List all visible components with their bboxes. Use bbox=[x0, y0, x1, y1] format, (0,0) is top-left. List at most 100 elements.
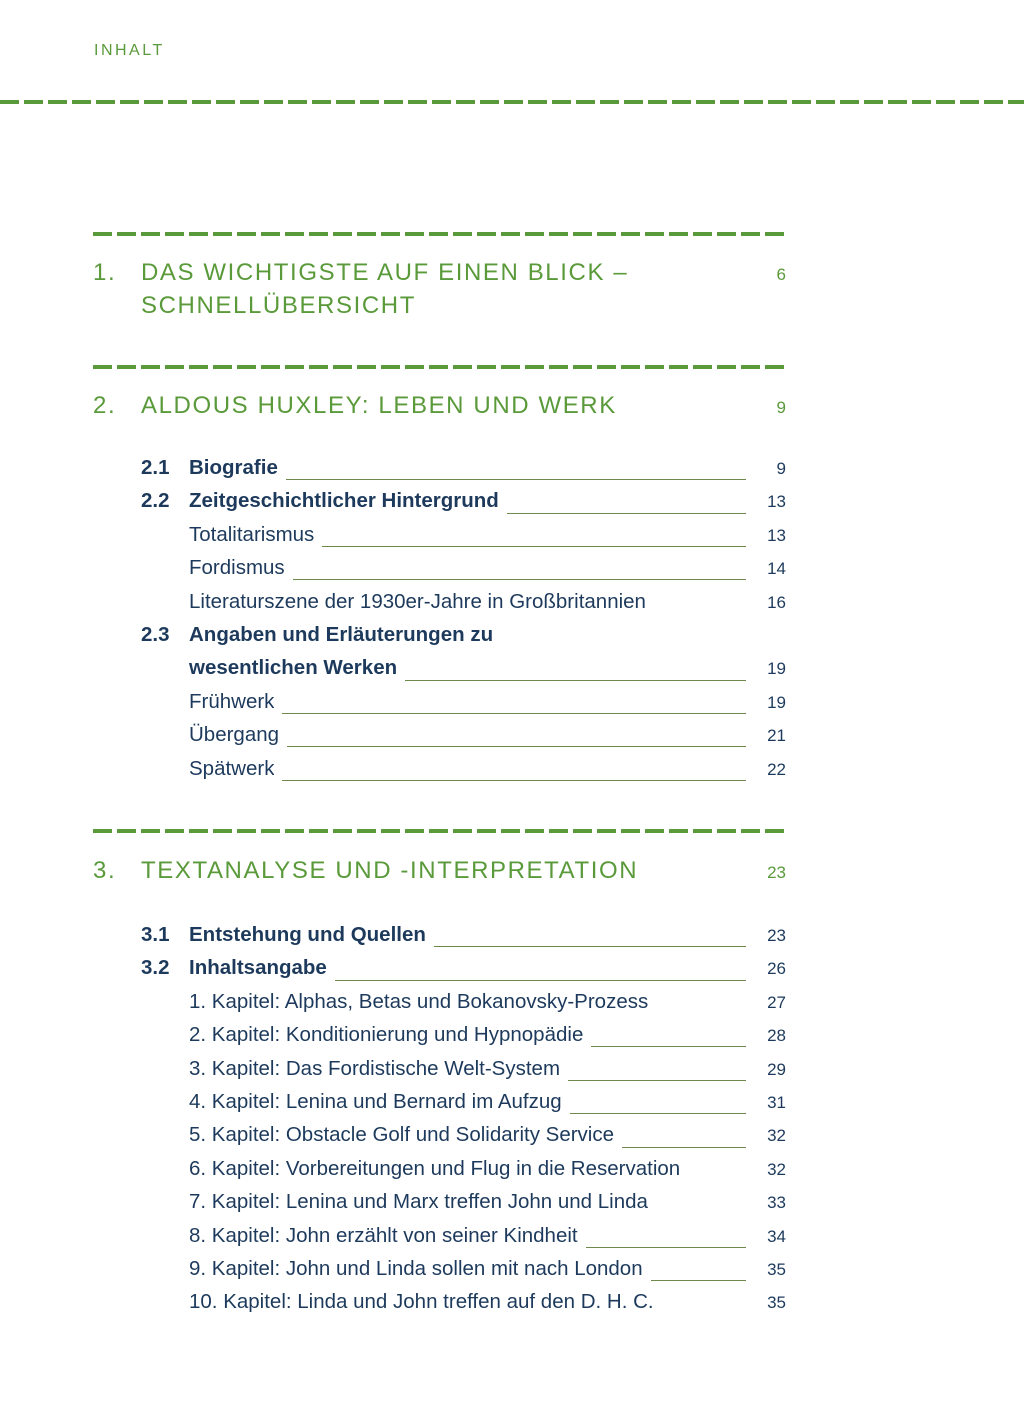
leader-line bbox=[287, 746, 746, 748]
section-title-line: TEXTANALYSE UND -INTERPRETATION bbox=[141, 857, 639, 884]
entry-title: Übergang bbox=[189, 723, 280, 747]
leader-line bbox=[569, 1113, 746, 1115]
entry-title: 8. Kapitel: John erzählt von seiner Kind… bbox=[189, 1223, 578, 1247]
entry-page: 26 bbox=[767, 959, 786, 979]
entry-title: 2. Kapitel: Konditionierung und Hypnopäd… bbox=[189, 1023, 584, 1047]
toc-entry[interactable]: 3. Kapitel: Das Fordistische Welt-System… bbox=[141, 1057, 786, 1090]
entry-title: Biografie bbox=[189, 456, 278, 479]
section-page: 6 bbox=[776, 265, 786, 284]
toc-entry[interactable]: 1. Kapitel: Alphas, Betas und Bokanovsky… bbox=[141, 990, 786, 1023]
toc-entry[interactable]: 7. Kapitel: Lenina und Marx treffen John… bbox=[141, 1190, 786, 1223]
leader-line bbox=[292, 579, 746, 581]
entry-page: 28 bbox=[767, 1026, 786, 1046]
section-title: TEXTANALYSE UND -INTERPRETATION bbox=[141, 854, 746, 889]
entry-page: 22 bbox=[767, 759, 786, 779]
toc-entry[interactable]: 3.2 Inhaltsangabe 26 bbox=[141, 956, 786, 989]
entry-title: Frühwerk bbox=[189, 689, 275, 713]
entry-page: 32 bbox=[767, 1159, 786, 1179]
section-number: 2. bbox=[93, 392, 117, 419]
entry-title: 9. Kapitel: John und Linda sollen mit na… bbox=[189, 1256, 643, 1280]
toc-entry[interactable]: 2. Kapitel: Konditionierung und Hypnopäd… bbox=[141, 1023, 786, 1056]
leader-line bbox=[405, 679, 746, 681]
entry-title: Angaben und Erläuterungen zu bbox=[189, 622, 494, 646]
toc-entry[interactable]: Fordismus 14 bbox=[141, 556, 786, 589]
section-number: 1. bbox=[93, 259, 117, 286]
toc-entry[interactable]: wesentlichen Werken 19 bbox=[141, 656, 786, 689]
section-title-line: SCHNELLÜBERSICHT bbox=[141, 292, 416, 319]
running-head: INHALT bbox=[94, 42, 165, 59]
entry-page: 23 bbox=[767, 926, 786, 945]
entry-number: 2.2 bbox=[141, 489, 170, 513]
section-title-line: ALDOUS HUXLEY: LEBEN UND WERK bbox=[141, 392, 617, 419]
section-entries: 2.1 Biografie 9 2.2 Zeitgeschichtlicher H… bbox=[141, 456, 786, 790]
section-divider bbox=[93, 365, 786, 369]
leader-line bbox=[591, 1046, 746, 1048]
leader-line bbox=[622, 1146, 746, 1148]
entry-page: 19 bbox=[767, 659, 786, 679]
entry-page: 29 bbox=[767, 1059, 786, 1079]
section-heading[interactable]: 1. DAS WICHTIGSTE AUF EINEN BLICK – SCHNE… bbox=[93, 256, 786, 322]
entry-page: 32 bbox=[767, 1126, 786, 1146]
entry-number: 2.3 bbox=[141, 622, 170, 646]
entry-page: 33 bbox=[767, 1193, 786, 1213]
toc-entry[interactable]: 2.1 Biografie 9 bbox=[141, 456, 786, 489]
entry-title: 5. Kapitel: Obstacle Golf und Solidarity… bbox=[189, 1123, 615, 1147]
section-divider bbox=[93, 829, 786, 833]
section-title-line: DAS WICHTIGSTE AUF EINEN BLICK – bbox=[141, 259, 629, 286]
entry-page: 21 bbox=[767, 726, 786, 746]
toc-entry[interactable]: Spätwerk 22 bbox=[141, 757, 786, 790]
entry-number: 3.2 bbox=[141, 956, 170, 980]
entry-title: Fordismus bbox=[189, 556, 285, 580]
section-divider bbox=[93, 232, 786, 236]
entry-title: Literaturszene der 1930er-Jahre in Großb… bbox=[189, 589, 646, 613]
toc-entry[interactable]: 8. Kapitel: John erzählt von seiner Kind… bbox=[141, 1224, 786, 1257]
toc-entry[interactable]: 2.2 Zeitgeschichtlicher Hintergrund 13 bbox=[141, 489, 786, 522]
entry-title: 3. Kapitel: Das Fordistische Welt-System bbox=[189, 1056, 561, 1080]
entry-title: 7. Kapitel: Lenina und Marx treffen John… bbox=[189, 1190, 648, 1214]
leader-line bbox=[433, 946, 746, 948]
entry-number: 2.1 bbox=[141, 456, 170, 479]
leader-line bbox=[282, 712, 746, 714]
toc-entry[interactable]: 6. Kapitel: Vorbereitungen und Flug in d… bbox=[141, 1157, 786, 1190]
toc-entry[interactable]: Totalitarismus 13 bbox=[141, 523, 786, 556]
section-heading[interactable]: 2. ALDOUS HUXLEY: LEBEN UND WERK 9 bbox=[93, 389, 786, 424]
entry-page: 27 bbox=[767, 992, 786, 1012]
header-divider bbox=[0, 100, 1024, 104]
entry-title: 6. Kapitel: Vorbereitungen und Flug in d… bbox=[189, 1156, 681, 1180]
entry-page: 13 bbox=[767, 492, 786, 512]
toc-entry[interactable]: Literaturszene der 1930er-Jahre in Großb… bbox=[141, 590, 786, 623]
toc-entry[interactable]: 10. Kapitel: Linda und John treffen auf … bbox=[141, 1290, 786, 1323]
section-number: 3. bbox=[93, 857, 117, 884]
leader-line bbox=[282, 779, 746, 781]
entry-title: 4. Kapitel: Lenina und Bernard im Aufzug bbox=[189, 1089, 562, 1113]
section-heading[interactable]: 3. TEXTANALYSE UND -INTERPRETATION 23 bbox=[93, 854, 786, 889]
toc-entry[interactable]: 5. Kapitel: Obstacle Golf und Solidarity… bbox=[141, 1123, 786, 1156]
section-title: ALDOUS HUXLEY: LEBEN UND WERK bbox=[141, 389, 746, 424]
toc-entry[interactable]: 4. Kapitel: Lenina und Bernard im Aufzug… bbox=[141, 1090, 786, 1123]
entry-title: wesentlichen Werken bbox=[189, 656, 398, 680]
entry-title: 10. Kapitel: Linda und John treffen auf … bbox=[189, 1290, 654, 1314]
toc-entry[interactable]: 3.1 Entstehung und Quellen 23 bbox=[141, 923, 786, 956]
toc-entry[interactable]: 2.3 Angaben und Erläuterungen zu bbox=[141, 623, 786, 656]
entry-page: 31 bbox=[767, 1092, 786, 1112]
entry-page: 9 bbox=[776, 459, 786, 478]
entry-number: 3.1 bbox=[141, 923, 170, 946]
toc-entry[interactable]: Übergang 21 bbox=[141, 723, 786, 756]
section-entries: 3.1 Entstehung und Quellen 23 3.2 Inhalts… bbox=[141, 923, 786, 1324]
section-title: DAS WICHTIGSTE AUF EINEN BLICK – SCHNELLÜ… bbox=[141, 256, 746, 322]
toc-entry[interactable]: 9. Kapitel: John und Linda sollen mit na… bbox=[141, 1257, 786, 1290]
leader-line bbox=[506, 512, 746, 514]
entry-title: Entstehung und Quellen bbox=[189, 923, 426, 946]
leader-line bbox=[285, 479, 746, 481]
entry-page: 13 bbox=[767, 525, 786, 545]
section-page: 9 bbox=[776, 398, 786, 417]
section-page: 23 bbox=[767, 863, 786, 882]
leader-line bbox=[585, 1246, 746, 1248]
entry-title: Totalitarismus bbox=[189, 522, 315, 546]
leader-line bbox=[568, 1079, 746, 1081]
toc-entry[interactable]: Frühwerk 19 bbox=[141, 690, 786, 723]
leader-line bbox=[322, 545, 746, 547]
entry-page: 35 bbox=[767, 1293, 786, 1313]
entry-page: 19 bbox=[767, 692, 786, 712]
leader-line bbox=[334, 979, 746, 981]
